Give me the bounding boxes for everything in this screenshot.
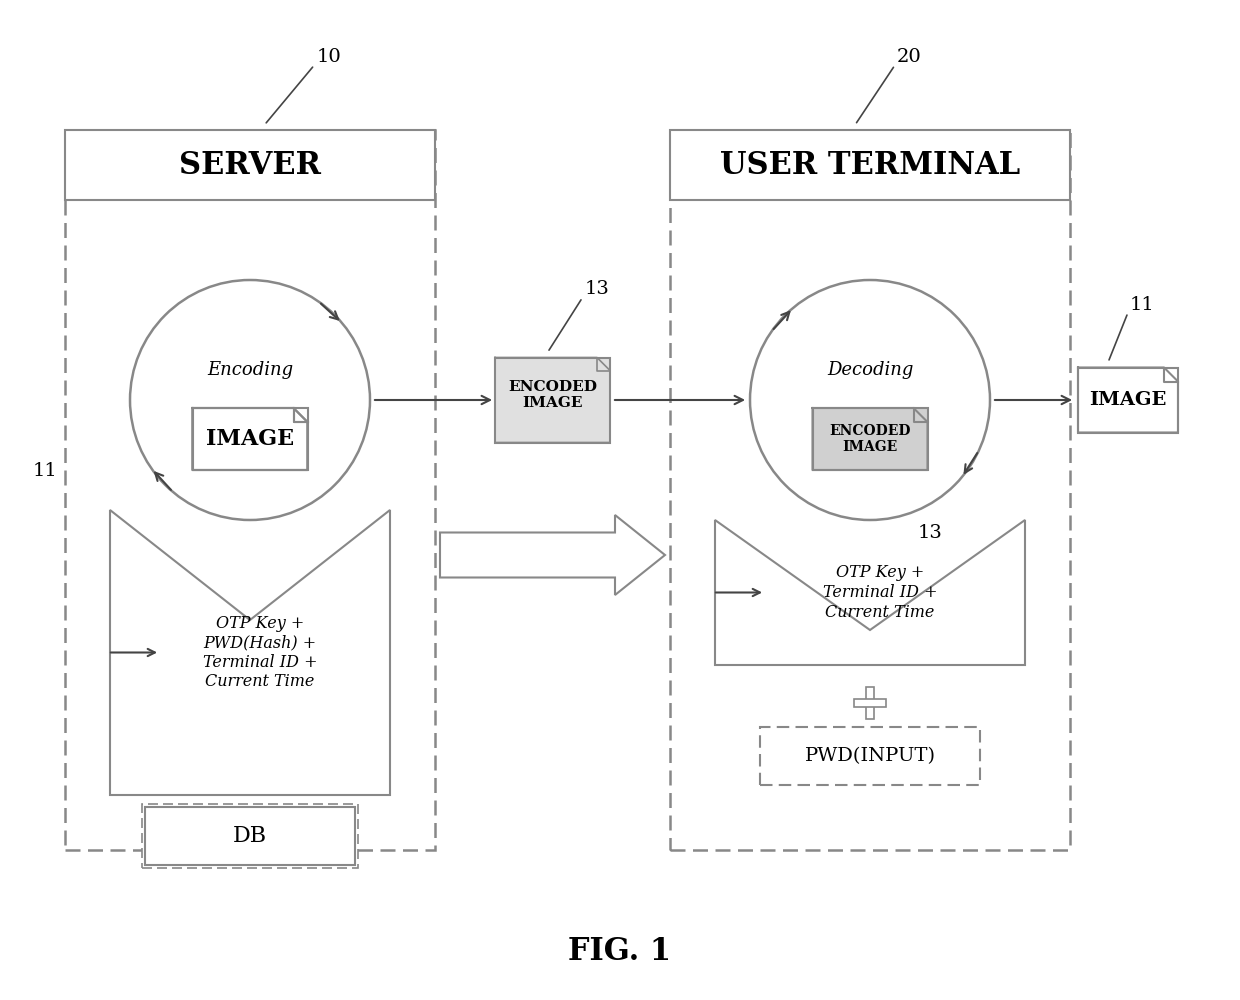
Bar [670,130,1070,850]
Text: Encoding: Encoding [207,361,293,379]
Text: Decoding: Decoding [827,361,913,379]
Bar [1078,367,1178,432]
Text: 20: 20 [897,48,921,66]
Bar [145,807,355,865]
Text: 11: 11 [1130,296,1154,314]
Text: 13: 13 [918,524,942,542]
Text: DB: DB [233,825,267,847]
Text: ENCODED
IMAGE: ENCODED IMAGE [508,380,596,410]
Bar [64,130,435,200]
Bar [866,687,874,719]
Text: PWD(INPUT): PWD(INPUT) [805,747,935,765]
Bar [192,408,308,470]
Text: IMAGE: IMAGE [206,428,294,450]
Bar [760,727,980,785]
Bar [670,130,1070,200]
Text: SERVER: SERVER [179,149,321,180]
Bar [143,804,358,868]
Text: USER TERMINAL: USER TERMINAL [720,149,1021,180]
Polygon shape [440,515,665,595]
Bar [495,358,610,442]
Text: OTP Key +
Terminal ID +
Current Time: OTP Key + Terminal ID + Current Time [823,564,937,621]
Bar [812,408,928,470]
Text: 10: 10 [316,48,341,66]
Text: OTP Key +
PWD(Hash) +
Terminal ID +
Current Time: OTP Key + PWD(Hash) + Terminal ID + Curr… [203,615,317,690]
Bar [854,699,887,707]
Text: ENCODED
IMAGE: ENCODED IMAGE [830,424,910,454]
Text: IMAGE: IMAGE [1089,391,1167,409]
Bar [64,130,435,850]
Text: 13: 13 [584,280,609,298]
Text: 11: 11 [33,462,58,480]
Text: FIG. 1: FIG. 1 [568,936,672,968]
